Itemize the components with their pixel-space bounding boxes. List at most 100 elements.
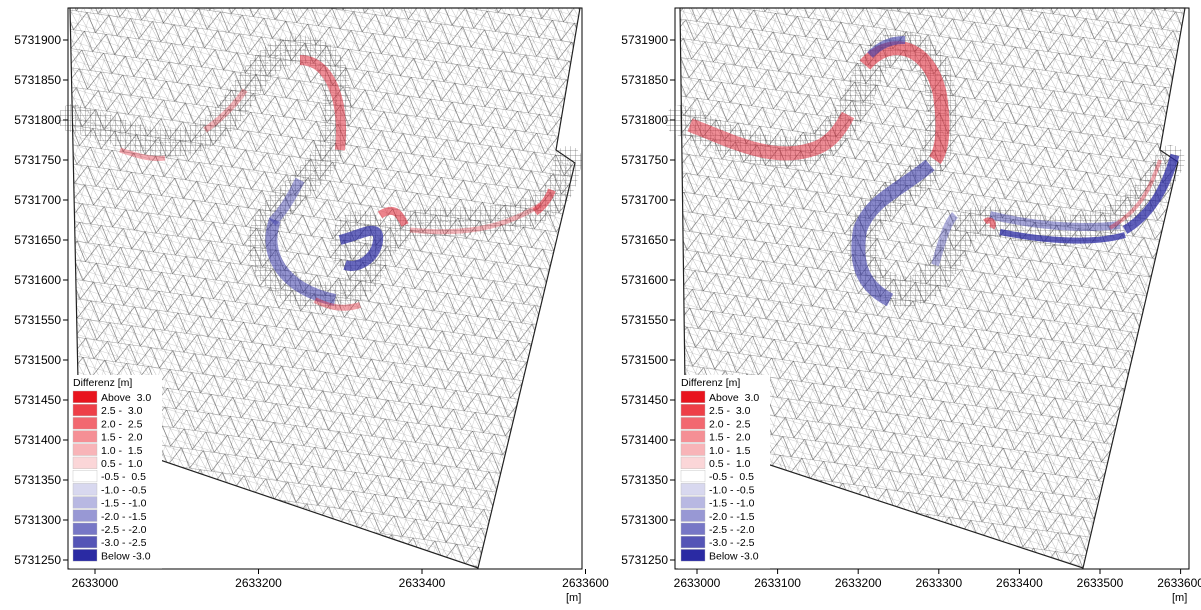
y-tick-label: 5731500: [621, 353, 668, 367]
legend-swatch: [72, 536, 98, 549]
difference-patches: [119, 55, 556, 311]
legend-label: -3.0 - -2.5: [101, 537, 147, 549]
y-tick-label: 5731500: [14, 353, 61, 367]
legend-swatch: [72, 496, 98, 509]
y-tick-label: 5731600: [621, 273, 668, 287]
legend-label: 1.0 - 1.5: [709, 445, 751, 457]
x-tick-label: 2633300: [915, 576, 962, 590]
y-tick-label: 5731400: [14, 433, 61, 447]
x-axis: 2633000 2633100 2633200 2633300 2633400 26335…: [674, 569, 1201, 590]
y-tick-label: 5731350: [14, 473, 61, 487]
y-tick-label: 5731300: [621, 513, 668, 527]
y-tick-label: 5731700: [14, 193, 61, 207]
y-tick-label: 5731900: [621, 33, 668, 47]
legend-swatch: [72, 404, 98, 417]
legend-swatch: [680, 470, 706, 483]
y-tick-label: 5731550: [14, 313, 61, 327]
legend-label: -2.5 - -2.0: [101, 524, 147, 536]
legend-title: Differenz [m]: [681, 377, 740, 389]
legend-swatch: [72, 470, 98, 483]
legend-swatch: [680, 496, 706, 509]
y-tick-label: 5731800: [14, 113, 61, 127]
map-panel-right: 5731900 5731850 5731800 5731750 5731700 57316…: [621, 7, 1201, 604]
y-tick-label: 5731900: [14, 33, 61, 47]
x-tick-label: 2633400: [399, 576, 446, 590]
legend-label: -1.0 - -0.5: [101, 484, 147, 496]
legend-label: 1.5 - 2.0: [709, 432, 751, 444]
legend-swatch: [72, 456, 98, 469]
legend-label: -2.0 - -1.5: [709, 511, 755, 523]
y-tick-label: 5731750: [621, 153, 668, 167]
y-tick-label: 5731400: [621, 433, 668, 447]
legend-swatch: [72, 549, 98, 562]
legend-label: -1.0 - -0.5: [709, 484, 755, 496]
legend-title: Differenz [m]: [73, 377, 132, 389]
legend-swatch: [72, 522, 98, 535]
legend-label: 0.5 - 1.0: [101, 458, 143, 470]
x-tick-label: 2633600: [562, 576, 609, 590]
x-tick-label: 2633600: [1157, 576, 1201, 590]
legend-swatch: [680, 404, 706, 417]
y-tick-label: 5731800: [621, 113, 668, 127]
map-panel-left: 5731900 5731850 5731800 5731750 5731700 57316…: [14, 7, 609, 604]
y-tick-label: 5731850: [621, 73, 668, 87]
y-tick-label: 5731850: [14, 73, 61, 87]
y-axis: 5731900 5731850 5731800 5731750 5731700 57316…: [621, 33, 675, 567]
legend-swatch: [72, 443, 98, 456]
y-tick-label: 5731600: [14, 273, 61, 287]
legend: Differenz [m] Above 3.02.5 - 3.02.0 - 2.5…: [678, 375, 770, 569]
y-tick-label: 5731450: [14, 393, 61, 407]
legend-label: Above 3.0: [101, 392, 151, 404]
x-axis: 2633000 2633200 2633400 2633600: [72, 569, 609, 590]
x-tick-label: 2633000: [72, 576, 119, 590]
x-tick-label: 2633000: [674, 576, 721, 590]
x-tick-label: 2633500: [1077, 576, 1124, 590]
x-unit-label: [m]: [566, 592, 581, 604]
legend-swatch: [72, 430, 98, 443]
legend-label: -2.5 - -2.0: [709, 524, 755, 536]
legend-label: 2.0 - 2.5: [709, 418, 751, 430]
legend-label: 2.5 - 3.0: [709, 405, 751, 417]
legend-label: Below -3.0: [709, 550, 759, 562]
legend-swatch: [680, 443, 706, 456]
y-axis: 5731900 5731850 5731800 5731750 5731700 57316…: [14, 33, 68, 567]
legend-swatch: [680, 483, 706, 496]
legend-label: -2.0 - -1.5: [101, 511, 147, 523]
legend-swatch: [680, 430, 706, 443]
legend-swatch: [72, 417, 98, 430]
legend-label: 1.0 - 1.5: [101, 445, 143, 457]
legend-label: 0.5 - 1.0: [709, 458, 751, 470]
legend-label: -3.0 - -2.5: [709, 537, 755, 549]
legend-label: -1.5 - -1.0: [101, 498, 147, 510]
y-tick-label: 5731550: [621, 313, 668, 327]
legend-swatch: [72, 390, 98, 403]
legend-label: 2.5 - 3.0: [101, 405, 143, 417]
legend: Differenz [m] Above 3.02.5 - 3.02.0 - 2.5…: [70, 375, 162, 569]
legend-label: Below -3.0: [101, 550, 151, 562]
river-channel: [58, 35, 582, 310]
legend-swatch: [680, 522, 706, 535]
legend-swatch: [680, 509, 706, 522]
y-tick-label: 5731350: [621, 473, 668, 487]
legend-swatch: [72, 483, 98, 496]
y-tick-label: 5731700: [621, 193, 668, 207]
y-tick-label: 5731300: [14, 513, 61, 527]
y-tick-label: 5731250: [621, 553, 668, 567]
y-tick-label: 5731650: [621, 233, 668, 247]
legend-swatch: [72, 509, 98, 522]
y-tick-label: 5731650: [14, 233, 61, 247]
x-tick-label: 2633200: [235, 576, 282, 590]
x-tick-label: 2633400: [996, 576, 1043, 590]
legend-swatch: [680, 390, 706, 403]
legend-label: -0.5 - 0.5: [101, 471, 146, 483]
legend-label: -0.5 - 0.5: [709, 471, 754, 483]
legend-swatch: [680, 456, 706, 469]
difference-patches: [687, 36, 1180, 307]
y-tick-label: 5731250: [14, 553, 61, 567]
legend-swatch: [680, 549, 706, 562]
x-tick-label: 2633100: [754, 576, 801, 590]
legend-label: 2.0 - 2.5: [101, 418, 143, 430]
x-tick-label: 2633200: [835, 576, 882, 590]
